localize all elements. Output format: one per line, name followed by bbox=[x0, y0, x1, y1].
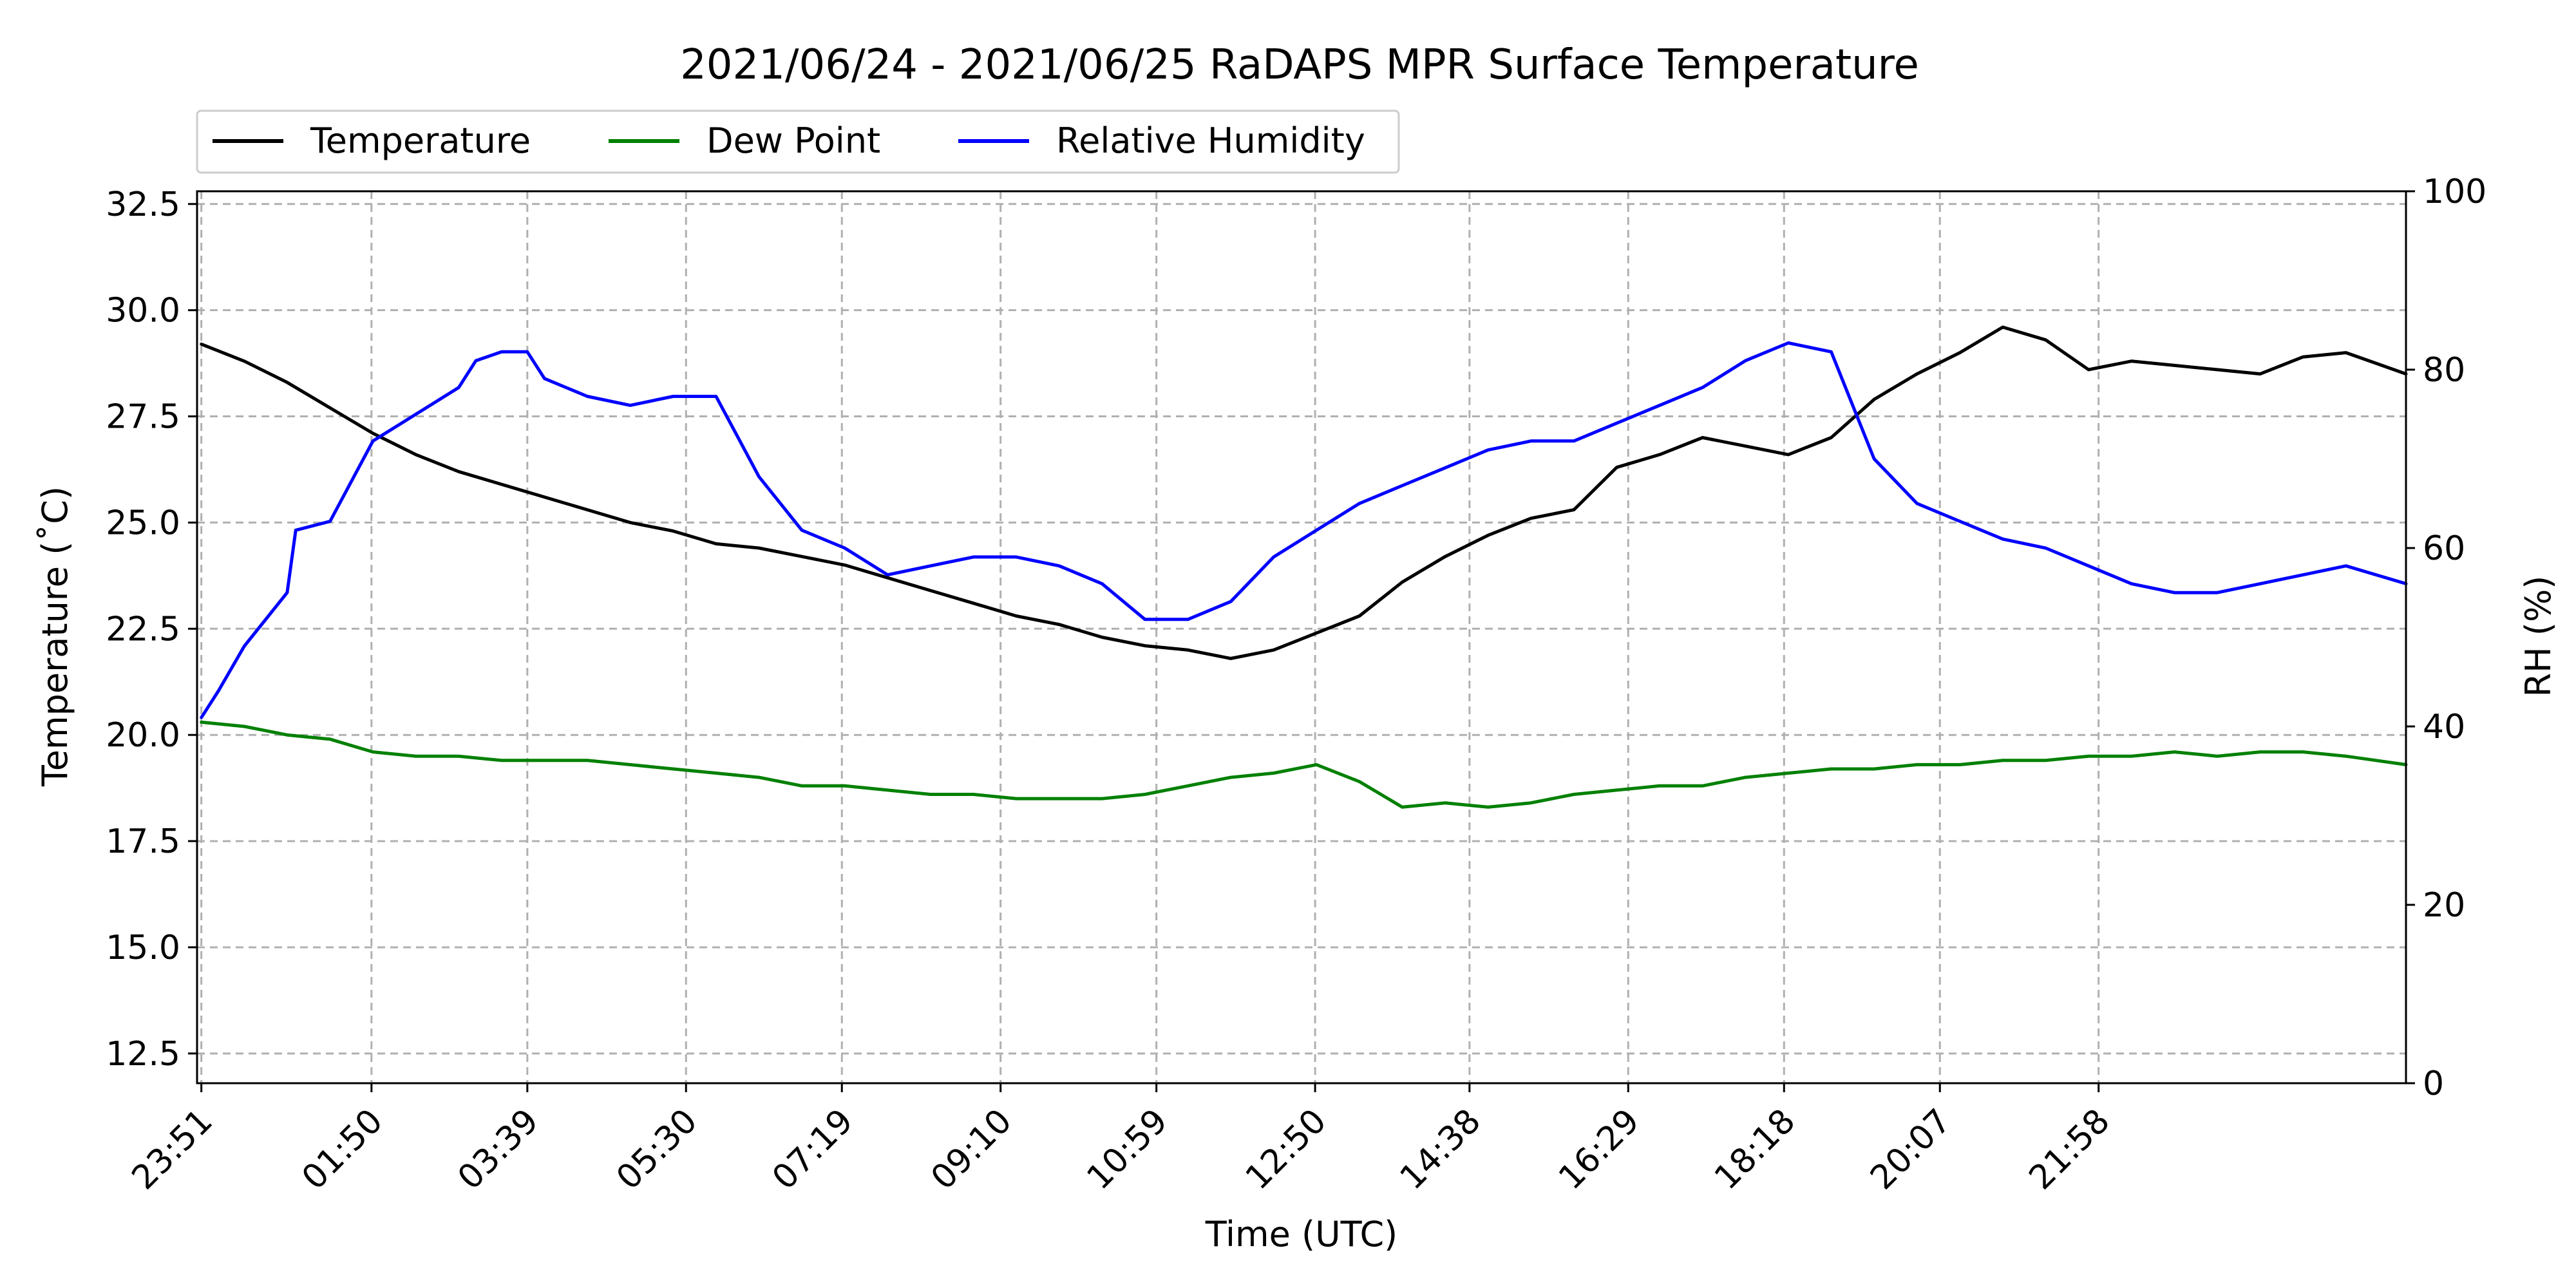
x-axis: 23:51 01:50 03:39 05:30 07:19 09:10 10:59 12:50… bbox=[124, 1083, 2117, 1197]
x-tick-label: 16:29 bbox=[1551, 1102, 1647, 1197]
y-tick-label: 27.5 bbox=[106, 398, 180, 437]
x-tick-label: 05:30 bbox=[609, 1102, 705, 1197]
y-tick-label: 15.0 bbox=[106, 929, 180, 967]
y-right-tick-label: 80 bbox=[2423, 351, 2465, 390]
y-right-tick-label: 20 bbox=[2423, 886, 2465, 925]
plot-frame bbox=[196, 190, 2407, 1084]
x-tick-label: 21:58 bbox=[2022, 1102, 2117, 1197]
y-axis-left: 12.5 15.0 17.5 20.0 22.5 25.0 27.5 30.0 32.5 bbox=[106, 185, 197, 1074]
chart-title: 2021/06/24 - 2021/06/25 RaDAPS MPR Surfa… bbox=[680, 41, 1919, 89]
y-right-tick-label: 60 bbox=[2423, 529, 2465, 568]
x-tick-label: 12:50 bbox=[1238, 1102, 1334, 1197]
y-axis-label: Temperature (˚C) bbox=[35, 486, 75, 787]
legend-label-relative-humidity: Relative Humidity bbox=[1056, 120, 1365, 161]
dew-point-series-line bbox=[200, 720, 2408, 809]
x-tick-label: 07:19 bbox=[765, 1102, 860, 1197]
y-tick-label: 20.0 bbox=[106, 716, 180, 755]
y-right-tick-label: 100 bbox=[2423, 173, 2486, 211]
grid-lines bbox=[197, 191, 2406, 1083]
x-tick-label: 03:39 bbox=[451, 1102, 546, 1197]
legend: Temperature Dew Point Relative Humidity bbox=[196, 109, 1400, 174]
x-tick-label: 23:51 bbox=[124, 1102, 220, 1197]
relative-humidity-series-line bbox=[200, 341, 2408, 719]
x-tick-label: 01:50 bbox=[295, 1102, 390, 1197]
y-tick-label: 22.5 bbox=[106, 610, 180, 649]
legend-frame bbox=[196, 109, 1400, 174]
x-tick-label: 10:59 bbox=[1079, 1102, 1175, 1197]
x-tick-label: 18:18 bbox=[1707, 1102, 1803, 1197]
y-axis-right-label: RH (%) bbox=[2518, 576, 2559, 697]
y-right-tick-label: 40 bbox=[2423, 708, 2465, 746]
x-axis-label: Time (UTC) bbox=[1205, 1214, 1398, 1255]
x-tick-label: 09:10 bbox=[923, 1102, 1019, 1197]
y-tick-label: 12.5 bbox=[106, 1035, 180, 1074]
legend-items: Temperature Dew Point Relative Humidity bbox=[213, 120, 1365, 161]
y-axis-right: 0 20 40 60 80 100 bbox=[2406, 173, 2486, 1103]
temperature-series-line bbox=[200, 325, 2408, 660]
y-tick-label: 25.0 bbox=[106, 504, 180, 542]
y-tick-label: 30.0 bbox=[106, 292, 180, 330]
legend-label-dew-point: Dew Point bbox=[706, 120, 880, 161]
x-tick-label: 20:07 bbox=[1863, 1102, 1958, 1197]
plot-series bbox=[200, 325, 2408, 809]
y-tick-label: 32.5 bbox=[106, 185, 180, 224]
legend-label-temperature: Temperature bbox=[310, 120, 531, 161]
x-tick-label: 14:38 bbox=[1393, 1102, 1488, 1197]
y-tick-label: 17.5 bbox=[106, 822, 180, 861]
y-right-tick-label: 0 bbox=[2423, 1065, 2444, 1103]
